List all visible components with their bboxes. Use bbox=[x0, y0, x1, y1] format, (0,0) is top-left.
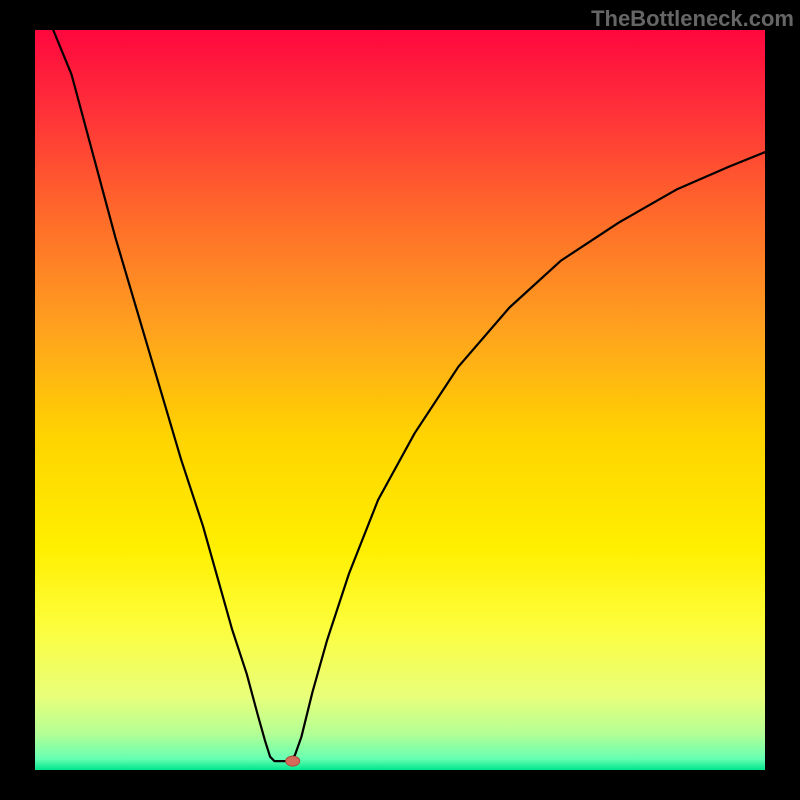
chart-svg bbox=[0, 0, 800, 800]
plot-background bbox=[35, 30, 765, 770]
minimum-marker bbox=[286, 756, 300, 766]
chart-container: TheBottleneck.com bbox=[0, 0, 800, 800]
